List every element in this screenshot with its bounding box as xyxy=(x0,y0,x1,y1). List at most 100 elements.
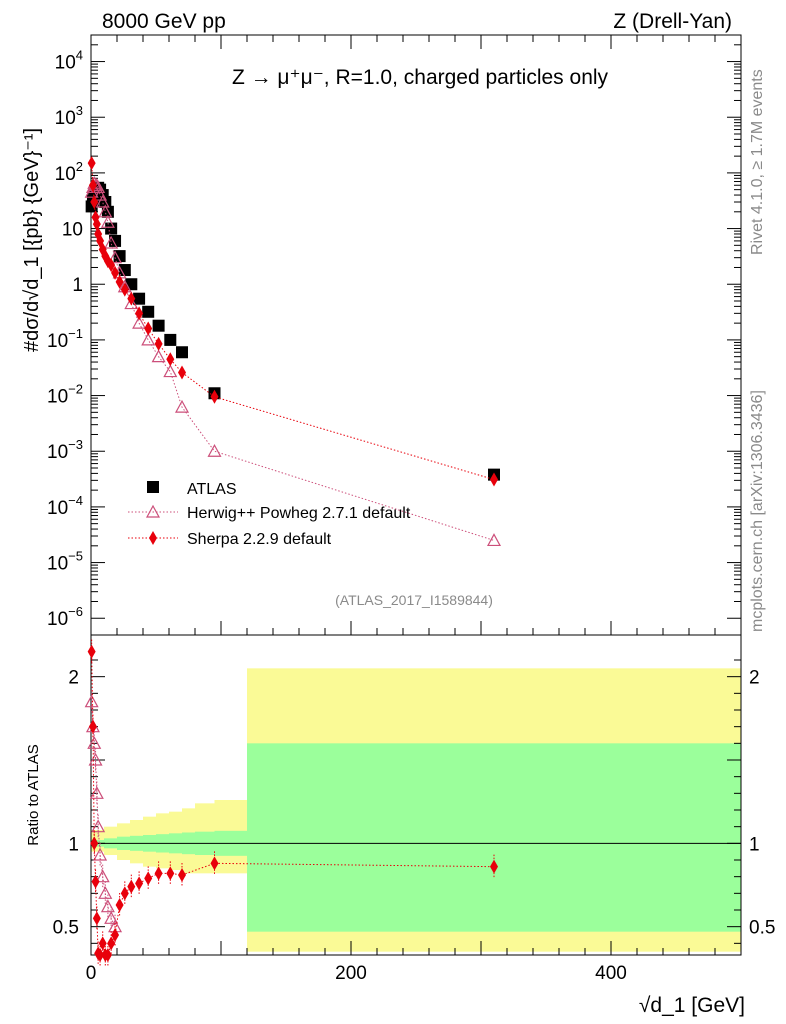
y-tick-label: 10−2 xyxy=(47,382,83,408)
data-point xyxy=(210,389,219,404)
data-point xyxy=(164,333,177,346)
header-right: Z (Drell-Yan) xyxy=(613,10,732,33)
y-axis-label: #dσ/d√d_1 [{pb} {GeV}⁻¹] xyxy=(21,128,43,352)
ratio-y-tick-label: 1 xyxy=(68,834,79,855)
data-point xyxy=(151,349,166,363)
ratio-point xyxy=(92,911,101,926)
ratio-point xyxy=(490,859,498,874)
data-point xyxy=(486,533,502,547)
ratio-point xyxy=(154,866,163,881)
legend-marker-sherpa xyxy=(149,531,157,545)
ratio-point xyxy=(88,719,97,734)
legend-label-sherpa: Sherpa 2.2.9 default xyxy=(187,531,332,548)
chart-title: Z → μ⁺μ⁻, R=1.0, charged particles only xyxy=(232,66,609,89)
y-tick-label: 104 xyxy=(55,48,83,74)
ratio-point xyxy=(103,948,112,962)
x-axis-label: √d_1 [GeV] xyxy=(639,994,745,1017)
data-point xyxy=(92,217,101,232)
data-point xyxy=(133,292,146,305)
data-point xyxy=(98,204,113,218)
x-tick-label: 200 xyxy=(335,963,367,984)
data-point xyxy=(87,156,96,171)
ratio-y-tick-label: 2 xyxy=(68,668,79,689)
ratio-point xyxy=(87,736,102,749)
data-point xyxy=(135,306,144,321)
y-tick-label: 10−3 xyxy=(47,437,83,463)
data-point xyxy=(152,319,165,332)
ratio-point xyxy=(111,928,120,942)
data-point xyxy=(174,399,190,413)
ratio-frame xyxy=(90,634,742,956)
ratio-point xyxy=(144,871,153,886)
ratio-point xyxy=(115,898,124,912)
data-point xyxy=(207,443,222,457)
data-point xyxy=(142,305,155,318)
rivet-label: Rivet 4.1.0, ≥ 1.7M events xyxy=(749,69,766,255)
ratio-point xyxy=(107,936,116,951)
ratio-point xyxy=(91,874,100,889)
data-point xyxy=(178,365,186,380)
data-point xyxy=(100,214,115,228)
y-tick-label: 102 xyxy=(55,159,83,185)
main-series xyxy=(84,156,502,547)
data-point xyxy=(118,264,131,277)
ratio-y-tick-label-right: 2 xyxy=(749,668,760,689)
ratio-point xyxy=(98,936,107,951)
data-point xyxy=(95,194,110,208)
data-point xyxy=(154,336,163,351)
ratio-point xyxy=(127,879,136,894)
mcplots-label: mcplots.cern.ch [arXiv:1306.3436] xyxy=(749,390,766,632)
ratio-point xyxy=(84,694,99,708)
y-tick-label: 10−1 xyxy=(47,326,83,352)
y-tick-label: 10−4 xyxy=(47,493,83,519)
header-left: 8000 GeV pp xyxy=(102,10,226,33)
ratio-point xyxy=(178,868,186,882)
data-point xyxy=(108,250,123,264)
ratio-point xyxy=(90,836,99,851)
data-point xyxy=(104,235,119,249)
data-point xyxy=(120,282,129,297)
analysis-label: (ATLAS_2017_I1589844) xyxy=(335,592,493,608)
data-point xyxy=(163,364,178,378)
data-point xyxy=(144,321,153,336)
data-point xyxy=(132,315,147,329)
y-tick-label: 103 xyxy=(55,103,83,129)
y-tick-label: 1 xyxy=(72,275,83,296)
ratio-y-tick-label-right: 1 xyxy=(749,834,760,855)
ratio-axes: 0 200 400 2 2 1 1 0.5 0.5 xyxy=(53,634,775,984)
data-point xyxy=(90,195,99,210)
ratio-point xyxy=(135,876,144,891)
legend-label-herwig: Herwig++ Powheg 2.7.1 default xyxy=(187,505,411,522)
ratio-point xyxy=(100,899,115,913)
ratio-series xyxy=(84,639,498,967)
data-point xyxy=(127,291,136,306)
ratio-point xyxy=(96,948,105,962)
ratio-y-axis-label: Ratio to ATLAS xyxy=(25,744,42,845)
ratio-point xyxy=(91,819,106,833)
data-point xyxy=(490,472,498,487)
legend-marker-herwig xyxy=(145,504,161,518)
ratio-point xyxy=(98,886,113,899)
data-point xyxy=(115,274,124,289)
data-point xyxy=(166,352,175,367)
data-point xyxy=(113,250,126,263)
data-point xyxy=(105,222,118,235)
ratio-band-inner xyxy=(247,743,741,932)
data-point xyxy=(98,242,107,257)
data-point xyxy=(88,178,97,193)
data-point xyxy=(84,184,99,198)
y-tick-label: 10−6 xyxy=(47,604,83,630)
y-tick-label: 10−5 xyxy=(47,549,83,575)
y-tick-label: 10 xyxy=(62,220,83,241)
legend: ATLAS Herwig++ Powheg 2.7.1 default Sher… xyxy=(128,481,411,548)
ratio-point xyxy=(104,911,119,924)
ratio-point xyxy=(93,847,108,861)
ratio-series-line xyxy=(91,651,495,956)
ratio-point xyxy=(166,866,175,881)
x-tick-label: 0 xyxy=(86,963,97,984)
data-point xyxy=(176,346,188,359)
x-tick-label: 400 xyxy=(595,963,627,984)
data-point xyxy=(107,258,116,273)
